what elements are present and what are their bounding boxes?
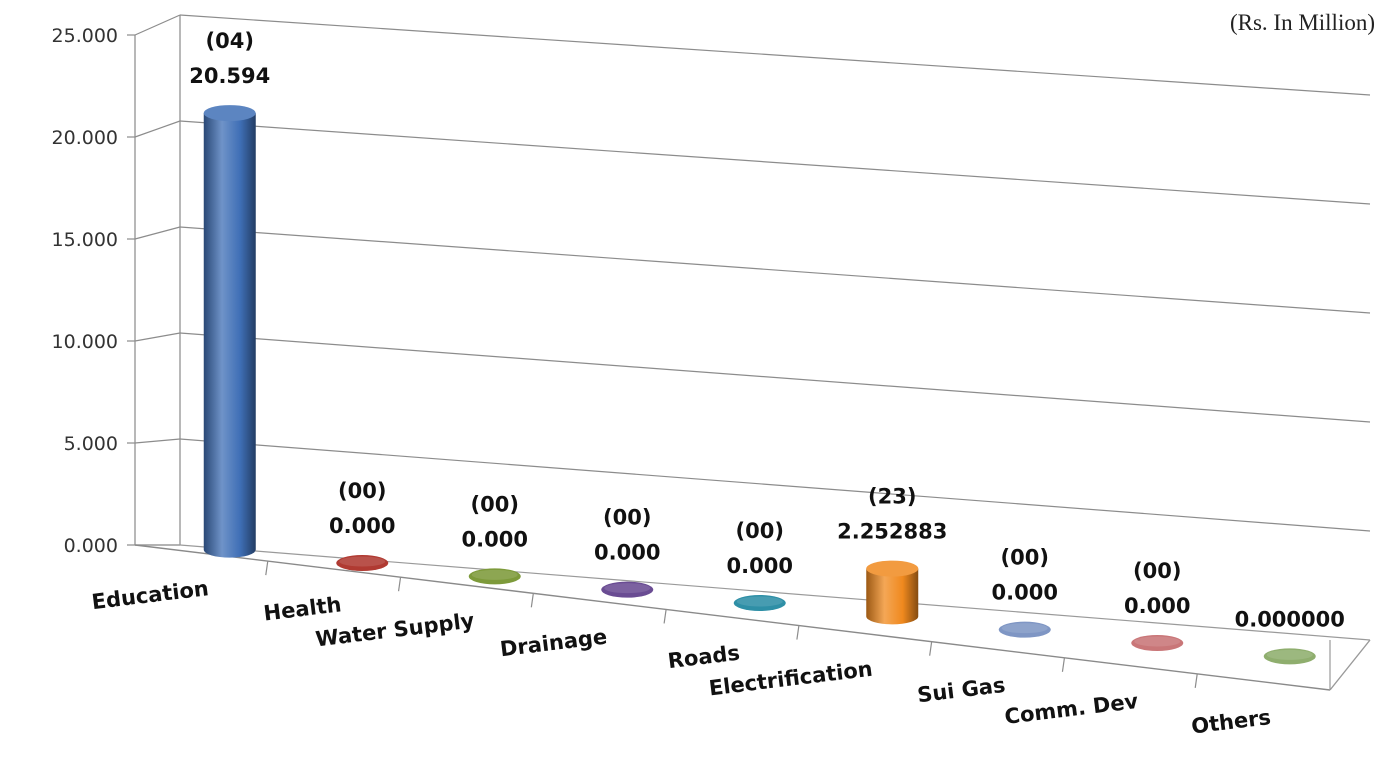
bars [203, 105, 1316, 665]
side-gridline [134, 120, 181, 138]
floor-right-edge [1329, 639, 1371, 691]
x-tick-mark [796, 625, 800, 640]
side-gridline [134, 14, 181, 36]
x-tick-label: Drainage [499, 625, 609, 662]
data-label-count: (00) [736, 519, 784, 543]
data-label-value: 0.000 [594, 541, 660, 565]
x-tick-mark [1194, 673, 1198, 688]
bar-disc-highlight [1134, 636, 1181, 647]
y-tick-label: 25.000 [52, 25, 118, 47]
data-label-value: 0.000 [1124, 594, 1190, 618]
x-tick-mark [663, 609, 667, 624]
chart-walls [134, 15, 1371, 691]
bar-water-supply [468, 568, 521, 585]
x-tick-mark [1061, 657, 1066, 672]
bar-top [203, 105, 256, 122]
x-tick-mark [265, 561, 269, 576]
x-tick-label: Education [90, 576, 210, 614]
gridlines [134, 14, 1371, 532]
data-label-count: (04) [206, 29, 254, 53]
data-label-count: (00) [603, 506, 651, 530]
gridline [179, 14, 1371, 96]
bar-disc-highlight [471, 569, 518, 580]
bar-education [203, 105, 256, 558]
x-tick-label: Comm. Dev [1003, 689, 1139, 729]
unit-note: (Rs. In Million) [1230, 10, 1375, 35]
x-tick-label: Roads [666, 641, 741, 674]
data-label-count: (23) [868, 485, 916, 509]
bar-disc-highlight [1266, 649, 1313, 660]
floor-front-edge [134, 544, 1331, 691]
data-label-count: (00) [1001, 546, 1049, 570]
bar-electrification [866, 560, 919, 625]
bar-top [866, 560, 919, 577]
data-label-count: (00) [471, 492, 519, 516]
data-labels: 20.594 (04) 0.000 (00) 0.000 (00) 0.000 (00) 0.0… [189, 29, 1345, 631]
x-tick-mark [929, 641, 933, 656]
bar-disc-highlight [1001, 623, 1048, 634]
side-gridline [134, 438, 181, 444]
data-label-count: (00) [338, 479, 386, 503]
y-tick-label: 5.000 [64, 433, 118, 455]
y-tick-label: 15.000 [52, 229, 118, 251]
x-tick-label: Health [262, 592, 343, 625]
y-axis: 0.000 5.000 10.000 15.000 20.000 25.000 [52, 25, 135, 557]
gridline [179, 226, 1371, 314]
bar-roads [733, 595, 786, 611]
y-tick-label: 10.000 [52, 331, 118, 353]
data-label-count: (00) [1133, 559, 1181, 583]
y-tick-label: 20.000 [52, 127, 118, 149]
bar-body [203, 113, 256, 558]
side-gridline [134, 332, 181, 342]
data-label-value: 0.000 [329, 514, 395, 538]
gridline [179, 332, 1371, 423]
bar-disc-highlight [604, 583, 651, 594]
data-label-value: 0.000 [727, 554, 793, 578]
bar-comm-dev [1131, 635, 1184, 651]
side-gridline [134, 226, 181, 240]
data-label-value: 0.000 [992, 581, 1058, 605]
bar-drainage [601, 581, 654, 598]
x-tick-label: Others [1190, 705, 1272, 738]
data-label-value: 20.594 [189, 64, 270, 88]
x-tick-mark [530, 593, 534, 608]
data-label-value: 0.000 [462, 527, 528, 551]
bar-disc-highlight [736, 596, 783, 607]
bar-sui-gas [998, 621, 1051, 638]
bar-body [866, 568, 919, 625]
bar-health [336, 555, 389, 571]
x-tick-mark [397, 577, 402, 592]
data-label-value: 0.000000 [1235, 607, 1345, 631]
y-tick-label: 0.000 [64, 535, 118, 557]
data-label-value: 2.252883 [837, 520, 947, 544]
gridline [179, 120, 1371, 205]
gridline [179, 438, 1371, 532]
bar-disc-highlight [339, 556, 386, 567]
bar-others [1263, 648, 1316, 665]
x-tick-label: Sui Gas [916, 673, 1007, 707]
